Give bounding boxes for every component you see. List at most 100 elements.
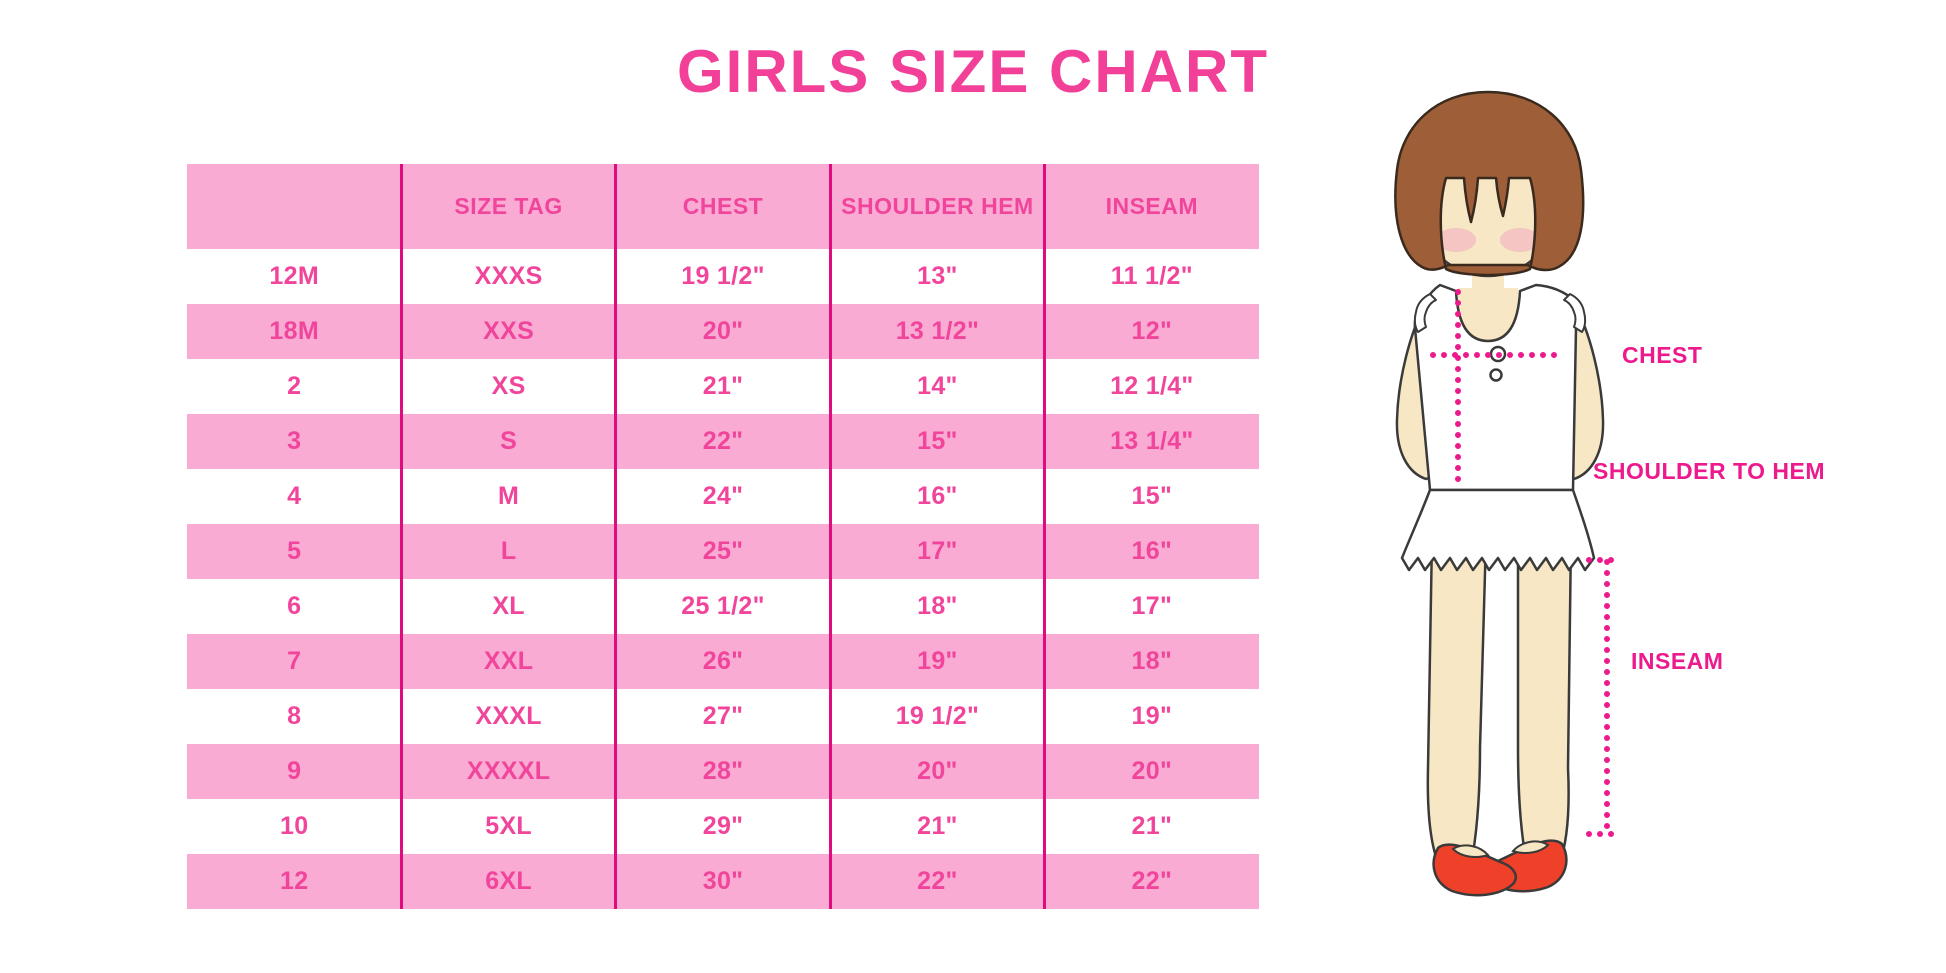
- table-cell: 27": [702, 702, 744, 730]
- table-cell: 18M: [269, 317, 319, 345]
- left-frill: [1413, 293, 1437, 333]
- table-cell: 2: [287, 372, 302, 400]
- table-cell: 8: [287, 702, 302, 730]
- table-cell: XS: [491, 372, 526, 400]
- table-row: 18M XXS 20" 13 1/2" 12": [187, 304, 1259, 359]
- table-cell: 21": [1131, 812, 1173, 840]
- table-cell: 20": [1131, 757, 1173, 785]
- table-cell: 13 1/4": [1110, 427, 1194, 455]
- table-cell: 20": [702, 317, 744, 345]
- table-cell: 15": [917, 427, 958, 455]
- table-cell: 19": [1131, 702, 1173, 730]
- table-cell: 22": [917, 867, 958, 895]
- table-cell: 30": [702, 867, 744, 895]
- table-cell: 13 1/2": [895, 317, 980, 345]
- table-row: 4 M 24" 16" 15": [187, 469, 1259, 524]
- table-cell: XXS: [483, 317, 535, 345]
- table-row: 7 XXL 26" 19" 18": [187, 634, 1259, 689]
- table-cell: 9: [287, 757, 302, 785]
- table-cell: 14": [917, 372, 958, 400]
- table-cell: 6XL: [485, 867, 532, 895]
- column-header: [187, 164, 401, 249]
- table-cell: 12: [279, 867, 309, 895]
- table-row: 3 S 22" 15" 13 1/4": [187, 414, 1259, 469]
- table-cell: 13": [917, 262, 958, 290]
- table-cell: 7: [287, 647, 302, 675]
- chest-skin: [1458, 288, 1518, 342]
- table-cell: XXXS: [474, 262, 543, 290]
- shoulder-to-hem-measurement-label: SHOULDER TO HEM: [1593, 458, 1825, 484]
- table-cell: 25 1/2": [681, 592, 765, 620]
- right-blush: [1500, 228, 1540, 252]
- table-cell: 22": [702, 427, 744, 455]
- table-cell: 10: [279, 812, 309, 840]
- table-cell: 21": [702, 372, 744, 400]
- table-cell: S: [500, 427, 518, 455]
- table-cell: 24": [702, 482, 744, 510]
- table-cell: 19 1/2": [895, 702, 980, 730]
- header-row: SIZE TAG CHEST SHOULDER HEM INSEAM: [187, 164, 1259, 249]
- table-cell: 16": [1131, 537, 1173, 565]
- table-cell: 26": [702, 647, 744, 675]
- table-cell: 3: [287, 427, 302, 455]
- table-row: 6 XL 25 1/2" 18" 17": [187, 579, 1259, 634]
- column-divider: [1043, 164, 1046, 909]
- column-header: SHOULDER HEM: [841, 193, 1034, 219]
- table-row: 2 XS 21" 14" 12 1/4": [187, 359, 1259, 414]
- table-cell: 15": [1131, 482, 1173, 510]
- table-cell: XXXL: [475, 702, 542, 730]
- table-cell: 5XL: [485, 812, 532, 840]
- inseam-measurement-label: INSEAM: [1631, 648, 1724, 674]
- table-row: 12M XXXS 19 1/2" 13" 11 1/2": [187, 249, 1259, 304]
- table-cell: 12 1/4": [1110, 372, 1194, 400]
- table-cell: 5: [287, 537, 302, 565]
- table-cell: 12M: [269, 262, 319, 290]
- table-cell: 18": [1131, 647, 1173, 675]
- column-header: CHEST: [682, 193, 764, 219]
- table-cell: 17": [1131, 592, 1173, 620]
- table-cell: 4: [287, 482, 302, 510]
- table-cell: 29": [702, 812, 744, 840]
- table-row: 8 XXXL 27" 19 1/2" 19": [187, 689, 1259, 744]
- table-cell: XL: [492, 592, 525, 620]
- table-cell: 18": [917, 592, 958, 620]
- column-divider: [614, 164, 617, 909]
- table-row: 5 L 25" 17" 16": [187, 524, 1259, 579]
- column-header: SIZE TAG: [454, 193, 563, 219]
- page-title: GIRLS SIZE CHART: [676, 38, 1269, 105]
- table-cell: 28": [702, 757, 744, 785]
- table-cell: 16": [917, 482, 958, 510]
- table-row: 10 5XL 29" 21" 21": [187, 799, 1259, 854]
- table-cell: XXXXL: [466, 757, 551, 785]
- table-cell: 19 1/2": [681, 262, 765, 290]
- size-table: SIZE TAG CHEST SHOULDER HEM INSEAM 12M XXXS 19…: [187, 164, 1259, 909]
- skirt: [1400, 488, 1596, 572]
- shoes: [1432, 839, 1568, 897]
- hair: [1394, 90, 1585, 277]
- table-cell: XXL: [483, 647, 534, 675]
- table-cell: 22": [1131, 867, 1173, 895]
- table-cell: 11 1/2": [1110, 262, 1193, 290]
- table-cell: 12": [1131, 317, 1173, 345]
- column-divider: [829, 164, 832, 909]
- table-row: 12 6XL 30" 22" 22": [187, 854, 1259, 909]
- chest-measurement-label: CHEST: [1622, 342, 1703, 368]
- table-cell: 19": [917, 647, 958, 675]
- measurement-guides: [1430, 289, 1624, 837]
- legs: [1426, 536, 1573, 867]
- bottom-button: [1489, 368, 1503, 382]
- table-cell: L: [500, 537, 517, 565]
- table-cell: 17": [917, 537, 958, 565]
- table-cell: 20": [917, 757, 958, 785]
- table-row: 9 XXXXL 28" 20" 20": [187, 744, 1259, 799]
- column-divider: [400, 164, 403, 909]
- column-header: INSEAM: [1105, 193, 1199, 219]
- table-cell: 25": [702, 537, 744, 565]
- right-frill: [1563, 293, 1587, 333]
- table-cell: M: [498, 482, 520, 510]
- left-blush: [1436, 228, 1476, 252]
- girl-illustration: [1394, 90, 1624, 897]
- table-cell: 21": [917, 812, 958, 840]
- table-cell: 6: [287, 592, 302, 620]
